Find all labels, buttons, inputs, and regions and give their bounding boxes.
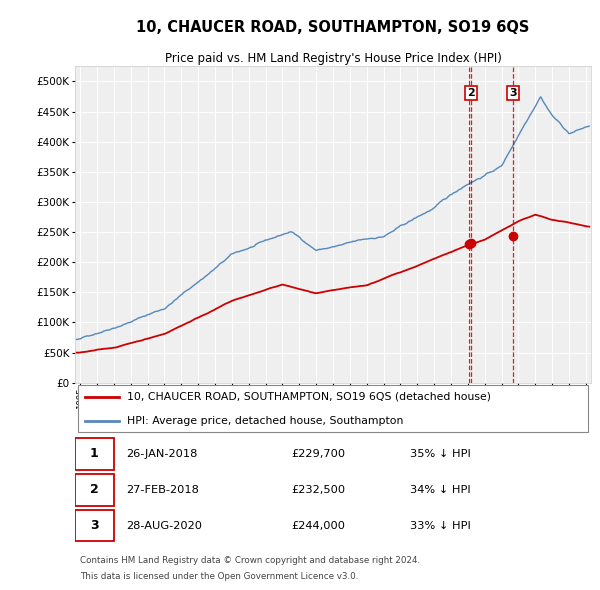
FancyBboxPatch shape (77, 385, 589, 432)
Text: 35% ↓ HPI: 35% ↓ HPI (410, 449, 471, 459)
Text: £232,500: £232,500 (292, 485, 346, 495)
Text: 26-JAN-2018: 26-JAN-2018 (127, 449, 198, 459)
Text: 2: 2 (90, 483, 99, 496)
Text: Contains HM Land Registry data © Crown copyright and database right 2024.: Contains HM Land Registry data © Crown c… (80, 556, 420, 565)
Text: 34% ↓ HPI: 34% ↓ HPI (410, 485, 471, 495)
Text: 10, CHAUCER ROAD, SOUTHAMPTON, SO19 6QS: 10, CHAUCER ROAD, SOUTHAMPTON, SO19 6QS (136, 21, 530, 35)
Text: 33% ↓ HPI: 33% ↓ HPI (410, 521, 471, 531)
Text: £244,000: £244,000 (292, 521, 346, 531)
FancyBboxPatch shape (75, 510, 114, 542)
FancyBboxPatch shape (75, 474, 114, 506)
Text: 3: 3 (90, 519, 98, 532)
FancyBboxPatch shape (75, 438, 114, 470)
Text: 28-AUG-2020: 28-AUG-2020 (127, 521, 203, 531)
Text: 2: 2 (467, 88, 475, 99)
Text: 1: 1 (90, 447, 99, 460)
Text: 27-FEB-2018: 27-FEB-2018 (127, 485, 199, 495)
Text: £229,700: £229,700 (292, 449, 346, 459)
Text: 10, CHAUCER ROAD, SOUTHAMPTON, SO19 6QS (detached house): 10, CHAUCER ROAD, SOUTHAMPTON, SO19 6QS … (127, 392, 491, 402)
Text: Price paid vs. HM Land Registry's House Price Index (HPI): Price paid vs. HM Land Registry's House … (164, 52, 502, 65)
Text: 3: 3 (509, 88, 517, 99)
Text: This data is licensed under the Open Government Licence v3.0.: This data is licensed under the Open Gov… (80, 572, 359, 581)
Text: HPI: Average price, detached house, Southampton: HPI: Average price, detached house, Sout… (127, 415, 403, 425)
